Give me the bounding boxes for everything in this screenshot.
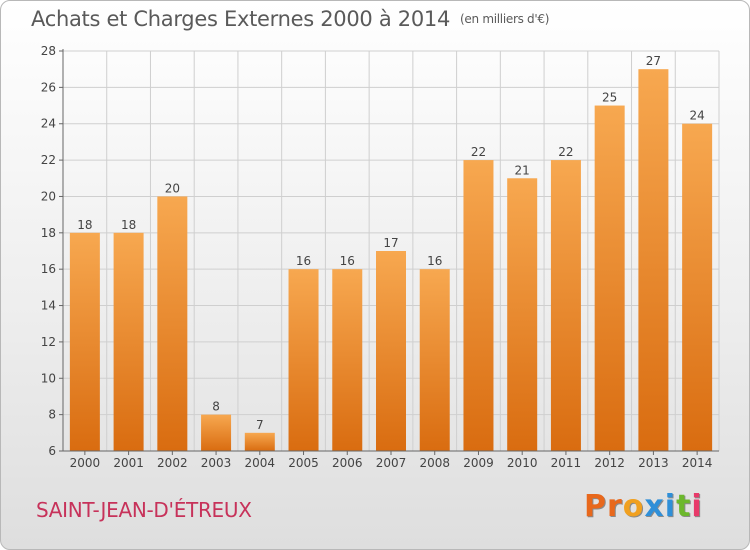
y-tick-label: 8 [48, 408, 56, 422]
x-tick-label: 2005 [288, 456, 319, 470]
bar [419, 269, 450, 451]
bar [594, 105, 625, 451]
data-label: 17 [383, 236, 398, 250]
x-tick-label: 2011 [551, 456, 582, 470]
bar [332, 269, 363, 451]
y-tick-label: 22 [41, 153, 56, 167]
logo-letter: x [644, 489, 665, 524]
data-label: 27 [646, 54, 661, 68]
bar [638, 69, 669, 451]
bars [69, 69, 713, 452]
logo-letter: i [664, 489, 677, 524]
y-tick-label: 14 [41, 299, 56, 313]
bar [682, 123, 713, 452]
bar [463, 160, 494, 451]
data-label: 7 [256, 418, 264, 432]
y-tick-label: 6 [48, 444, 56, 458]
y-tick-label: 18 [41, 226, 56, 240]
bar [157, 196, 188, 451]
bar [376, 251, 406, 451]
bar [113, 232, 144, 451]
title-text: Achats et Charges Externes 2000 à 2014 [31, 7, 451, 31]
data-label: 16 [296, 254, 311, 268]
bar [507, 178, 538, 452]
x-tick-label: 2003 [201, 456, 232, 470]
y-tick-label: 28 [41, 44, 56, 58]
axes [59, 49, 719, 455]
y-tick-label: 12 [41, 335, 56, 349]
bar [288, 269, 319, 451]
data-label: 24 [689, 109, 704, 123]
y-tick-label: 10 [41, 371, 56, 385]
data-label: 25 [602, 91, 617, 105]
logo-letter: i [691, 489, 703, 524]
commune-name: SAINT-JEAN-D'ÉTREUX [36, 498, 252, 522]
data-label: 22 [558, 145, 573, 159]
x-tick-label: 2004 [245, 456, 276, 470]
x-tick-label: 2001 [113, 456, 144, 470]
x-tick-label: 2006 [332, 456, 363, 470]
logo-letter: r [607, 489, 623, 524]
x-tick-label: 2013 [638, 456, 669, 470]
logo-letter: o [622, 489, 645, 524]
x-tick-label: 2012 [594, 456, 625, 470]
x-tick-label: 2008 [419, 456, 450, 470]
bar [244, 432, 275, 451]
bar [201, 414, 232, 451]
logo-letter: P [584, 489, 607, 524]
logo-letter: t [676, 489, 692, 524]
y-tick-label: 24 [41, 117, 56, 131]
y-tick-label: 16 [41, 262, 56, 276]
x-tick-label: 2002 [157, 456, 188, 470]
x-tick-label: 2000 [70, 456, 101, 470]
bar [550, 160, 581, 451]
data-label: 21 [515, 163, 530, 177]
data-label: 18 [121, 218, 136, 232]
chart-title: Achats et Charges Externes 2000 à 2014 (e… [31, 7, 549, 31]
y-tick-label: 26 [41, 80, 56, 94]
data-label: 8 [212, 400, 220, 414]
data-label: 20 [165, 181, 180, 195]
data-label: 18 [77, 218, 92, 232]
data-label: 22 [471, 145, 486, 159]
y-tick-label: 20 [41, 189, 56, 203]
proxiti-logo: Proxiti [584, 489, 703, 524]
data-label: 16 [427, 254, 442, 268]
labels: 6 8 10 12 14 16 18 20 22 24 26 28 18 2000 18 2001 20 2002… [41, 44, 713, 470]
data-label: 16 [340, 254, 355, 268]
x-tick-label: 2007 [376, 456, 407, 470]
bar [69, 232, 100, 451]
unit-label: (en milliers d'€) [460, 12, 550, 26]
x-tick-label: 2014 [682, 456, 713, 470]
x-tick-label: 2010 [507, 456, 538, 470]
x-tick-label: 2009 [463, 456, 494, 470]
